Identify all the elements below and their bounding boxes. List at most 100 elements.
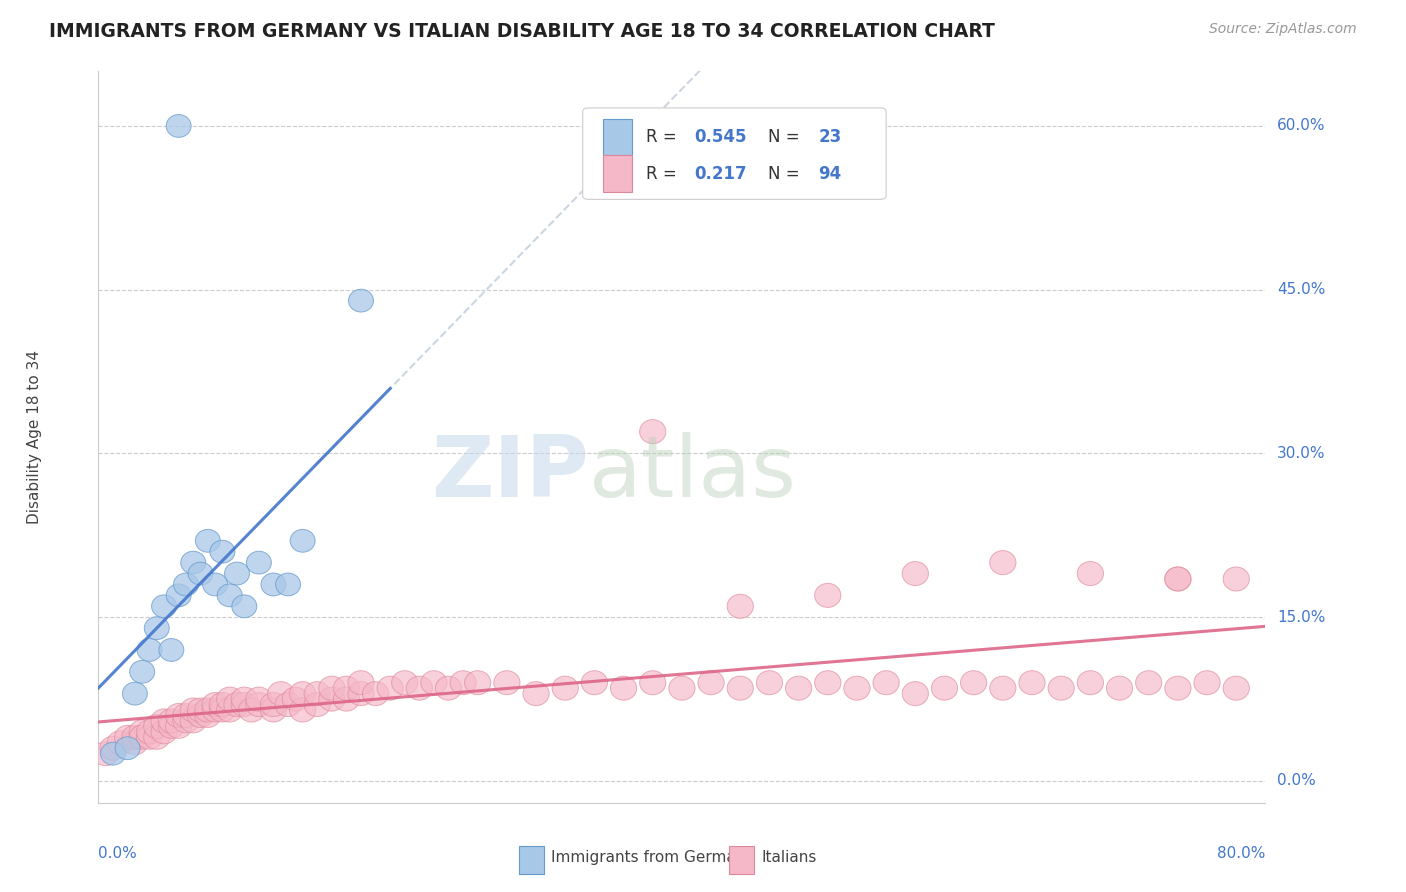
Ellipse shape	[143, 725, 170, 749]
Ellipse shape	[194, 704, 221, 728]
Ellipse shape	[107, 731, 134, 755]
Ellipse shape	[202, 692, 228, 716]
Ellipse shape	[347, 681, 374, 706]
Ellipse shape	[1136, 671, 1161, 695]
Ellipse shape	[115, 737, 141, 760]
Text: IMMIGRANTS FROM GERMANY VS ITALIAN DISABILITY AGE 18 TO 34 CORRELATION CHART: IMMIGRANTS FROM GERMANY VS ITALIAN DISAB…	[49, 22, 995, 41]
Text: ZIP: ZIP	[430, 432, 589, 516]
Ellipse shape	[260, 692, 287, 716]
Text: 60.0%: 60.0%	[1277, 119, 1326, 134]
Ellipse shape	[347, 671, 374, 695]
Ellipse shape	[786, 676, 811, 700]
Ellipse shape	[202, 698, 228, 722]
Ellipse shape	[450, 671, 477, 695]
Ellipse shape	[377, 676, 404, 700]
Ellipse shape	[209, 698, 236, 722]
Ellipse shape	[122, 682, 148, 705]
Ellipse shape	[727, 676, 754, 700]
Ellipse shape	[217, 687, 243, 711]
Text: Source: ZipAtlas.com: Source: ZipAtlas.com	[1209, 22, 1357, 37]
Ellipse shape	[129, 725, 155, 749]
Ellipse shape	[1019, 671, 1045, 695]
Ellipse shape	[960, 671, 987, 695]
Ellipse shape	[181, 551, 205, 574]
Ellipse shape	[494, 671, 520, 695]
Ellipse shape	[246, 692, 271, 716]
Ellipse shape	[1077, 671, 1104, 695]
Ellipse shape	[188, 562, 212, 585]
FancyBboxPatch shape	[519, 846, 544, 874]
FancyBboxPatch shape	[603, 155, 631, 192]
Ellipse shape	[1047, 676, 1074, 700]
Ellipse shape	[1077, 562, 1104, 585]
Ellipse shape	[173, 573, 198, 596]
Ellipse shape	[187, 698, 214, 722]
Ellipse shape	[159, 639, 184, 661]
Ellipse shape	[990, 550, 1017, 574]
Ellipse shape	[262, 573, 285, 596]
Ellipse shape	[276, 573, 301, 596]
Ellipse shape	[225, 562, 249, 585]
Ellipse shape	[1164, 567, 1191, 591]
Ellipse shape	[180, 698, 207, 722]
Ellipse shape	[553, 676, 578, 700]
Ellipse shape	[239, 698, 264, 722]
Ellipse shape	[420, 671, 447, 695]
Ellipse shape	[290, 681, 316, 706]
Text: N =: N =	[768, 165, 806, 183]
Ellipse shape	[224, 692, 250, 716]
Ellipse shape	[304, 692, 330, 716]
Ellipse shape	[814, 583, 841, 607]
Text: 80.0%: 80.0%	[1218, 847, 1265, 862]
Ellipse shape	[114, 725, 141, 749]
Ellipse shape	[150, 720, 177, 744]
Text: R =: R =	[645, 128, 682, 146]
Ellipse shape	[814, 671, 841, 695]
Ellipse shape	[1194, 671, 1220, 695]
Ellipse shape	[640, 671, 666, 695]
Ellipse shape	[231, 687, 257, 711]
Ellipse shape	[610, 676, 637, 700]
Ellipse shape	[669, 676, 695, 700]
Text: 0.0%: 0.0%	[98, 847, 138, 862]
Ellipse shape	[159, 714, 184, 739]
Ellipse shape	[194, 698, 221, 722]
Ellipse shape	[180, 709, 207, 733]
Ellipse shape	[319, 687, 344, 711]
Ellipse shape	[276, 692, 301, 716]
Ellipse shape	[187, 704, 214, 728]
Text: 30.0%: 30.0%	[1277, 446, 1326, 461]
Ellipse shape	[436, 676, 461, 700]
Ellipse shape	[150, 709, 177, 733]
Text: Disability Age 18 to 34: Disability Age 18 to 34	[27, 350, 42, 524]
Text: 0.0%: 0.0%	[1277, 773, 1316, 789]
Text: Italians: Italians	[761, 850, 817, 865]
Ellipse shape	[363, 681, 388, 706]
Ellipse shape	[333, 676, 360, 700]
Ellipse shape	[931, 676, 957, 700]
Ellipse shape	[260, 698, 287, 722]
FancyBboxPatch shape	[603, 119, 631, 155]
Ellipse shape	[903, 562, 928, 585]
Ellipse shape	[122, 731, 148, 755]
Ellipse shape	[93, 741, 120, 765]
Ellipse shape	[333, 687, 360, 711]
Ellipse shape	[990, 676, 1017, 700]
Ellipse shape	[159, 709, 184, 733]
Ellipse shape	[166, 714, 191, 739]
Ellipse shape	[640, 419, 666, 443]
Text: 23: 23	[818, 128, 842, 146]
Ellipse shape	[145, 616, 169, 640]
Ellipse shape	[1107, 676, 1133, 700]
Ellipse shape	[1223, 676, 1250, 700]
Ellipse shape	[283, 687, 308, 711]
Ellipse shape	[392, 671, 418, 695]
Ellipse shape	[152, 595, 177, 617]
FancyBboxPatch shape	[728, 846, 754, 874]
Ellipse shape	[756, 671, 783, 695]
Ellipse shape	[304, 681, 330, 706]
Ellipse shape	[581, 671, 607, 695]
Ellipse shape	[1164, 676, 1191, 700]
Ellipse shape	[101, 742, 125, 765]
Ellipse shape	[844, 676, 870, 700]
